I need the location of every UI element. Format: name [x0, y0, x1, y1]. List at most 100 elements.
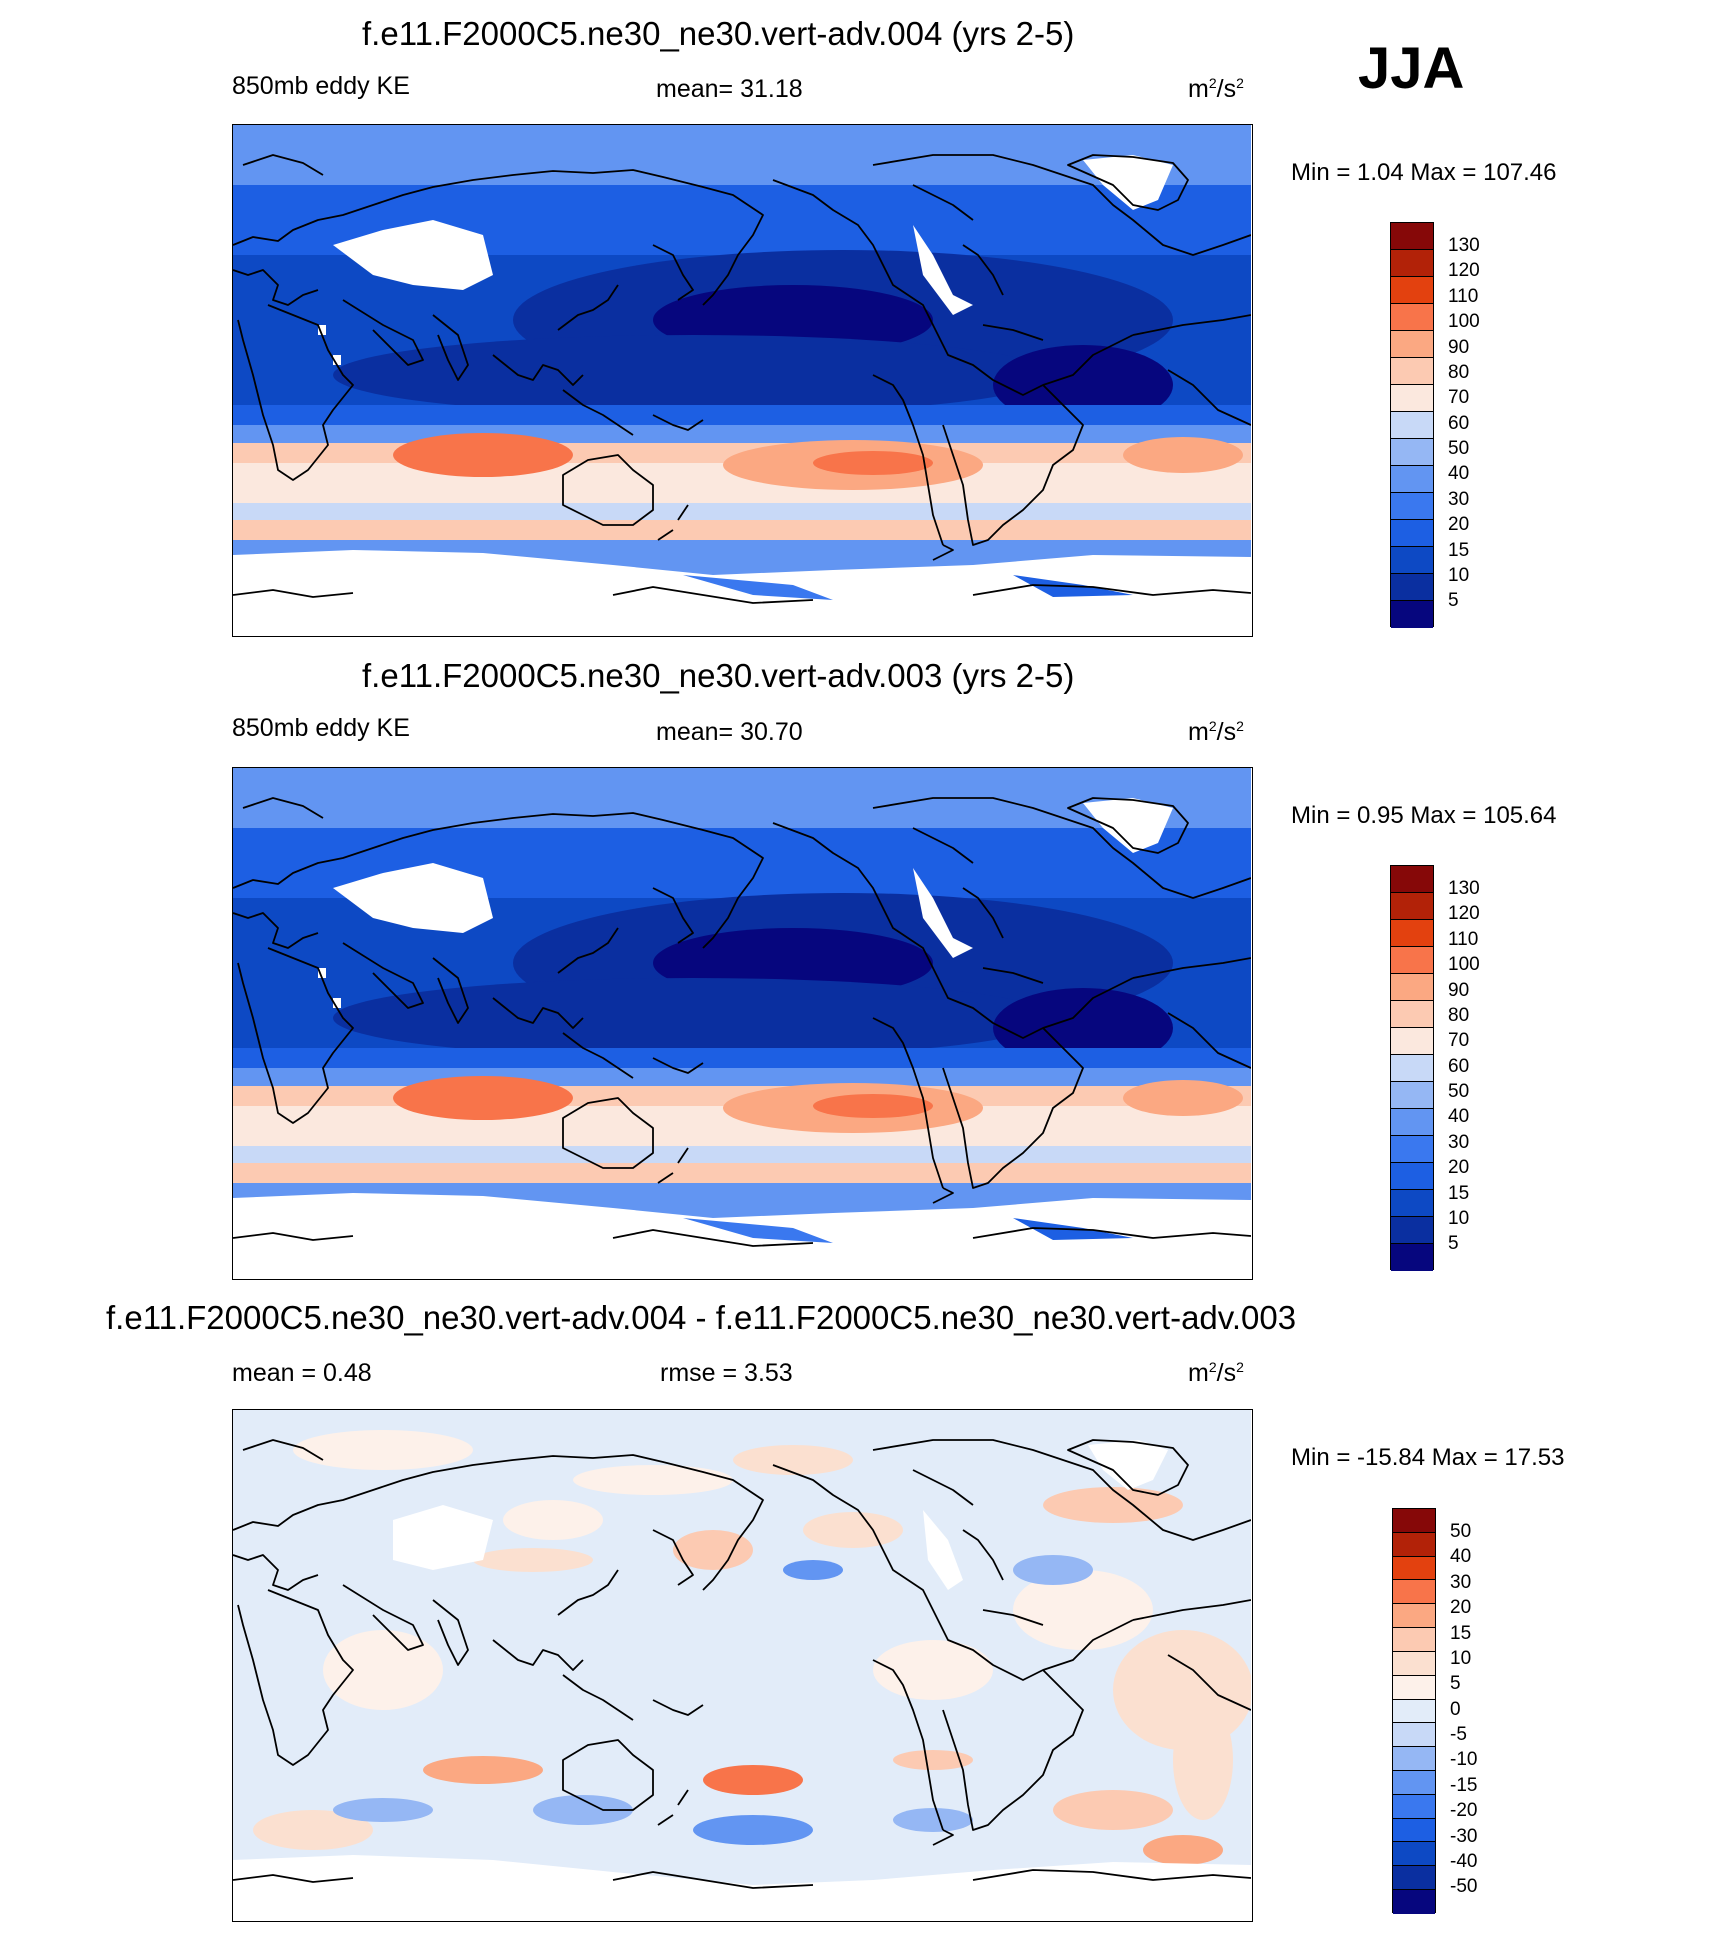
coastline	[233, 1454, 764, 1591]
colorbar-label: -30	[1450, 1825, 1478, 1847]
panel-2-mean-label: mean= 30.70	[656, 718, 803, 746]
colorbar-label: 10	[1448, 565, 1470, 587]
coastline	[657, 1147, 689, 1184]
field-contour	[1123, 437, 1243, 473]
coastline	[233, 812, 764, 949]
colorbar-swatch	[1393, 1890, 1435, 1914]
colorbar-label: 20	[1448, 514, 1470, 536]
coastline	[932, 1187, 954, 1204]
field-contour	[393, 433, 573, 477]
coastline	[652, 414, 704, 431]
colorbar-swatch	[1391, 574, 1433, 601]
coastline	[912, 1469, 974, 1506]
colorbar-swatch	[1393, 1818, 1435, 1843]
panel-3-min-max: Min = -15.84 Max = 17.53	[1291, 1444, 1565, 1471]
coastline	[772, 1464, 1134, 1681]
field-contour	[333, 978, 1053, 1058]
panel-3-units: m2/s2	[1188, 1359, 1244, 1387]
colorbar-swatch	[1391, 893, 1433, 920]
field-contour	[393, 1076, 573, 1120]
field-contour	[893, 1808, 973, 1832]
field-band	[233, 405, 1251, 427]
field-contour	[323, 1630, 443, 1710]
colorbar-label: -10	[1450, 1749, 1478, 1771]
missing-data-mask	[233, 550, 1251, 635]
coastline	[1067, 1439, 1189, 1496]
panel-1-map	[232, 124, 1253, 637]
colorbar-swatch	[1391, 304, 1433, 331]
colorbar-swatch	[1391, 358, 1433, 385]
colorbar-swatch	[1393, 1723, 1435, 1748]
coastline	[562, 1674, 634, 1721]
colorbar-swatch	[1391, 1190, 1433, 1217]
colorbar-label: 15	[1450, 1622, 1472, 1644]
colorbar-swatch	[1391, 331, 1433, 358]
colorbar-swatch	[1391, 439, 1433, 466]
colorbar-label: 10	[1450, 1647, 1472, 1669]
panel-2-units: m2/s2	[1188, 718, 1244, 746]
panel-1-units: m2/s2	[1188, 75, 1244, 103]
colorbar-label: 5	[1448, 590, 1459, 612]
colorbar-swatch	[1393, 1604, 1435, 1629]
coastline	[233, 1874, 354, 1883]
missing-data-mask	[923, 1510, 963, 1590]
colorbar-swatch	[1391, 1055, 1433, 1082]
colorbar-swatch	[1391, 466, 1433, 493]
coastline	[972, 584, 1251, 596]
coastline	[233, 269, 319, 306]
missing-data-mask	[333, 863, 493, 933]
colorbar-label: 110	[1448, 928, 1479, 950]
field-contour	[783, 1560, 843, 1580]
colorbar-label: 10	[1448, 1208, 1470, 1230]
colorbar-label: 15	[1448, 1182, 1470, 1204]
field-contour	[1043, 1487, 1183, 1523]
coastline	[562, 1739, 654, 1811]
panel-2-colorbar	[1390, 865, 1434, 1271]
colorbar-label: -20	[1450, 1800, 1478, 1822]
colorbar-swatch	[1391, 1028, 1433, 1055]
colorbar-swatch	[1391, 1136, 1433, 1163]
coastline	[233, 912, 319, 949]
field-contour	[1053, 1790, 1173, 1830]
coastline	[962, 887, 1004, 939]
coastline	[652, 244, 694, 301]
field-contour	[333, 335, 1053, 415]
colorbar-swatch	[1391, 520, 1433, 547]
colorbar-swatch	[1393, 1675, 1435, 1700]
field-contour	[253, 1810, 373, 1850]
coastline	[562, 454, 654, 526]
colorbar-label: 30	[1450, 1571, 1472, 1593]
field-contour	[673, 1530, 753, 1570]
coastline	[652, 887, 694, 944]
colorbar-swatch	[1391, 1163, 1433, 1190]
colorbar-label: 20	[1448, 1157, 1470, 1179]
coastline	[237, 947, 354, 1124]
coastline	[1067, 154, 1189, 211]
colorbar-label: 100	[1448, 954, 1480, 976]
field-contour	[803, 1512, 903, 1548]
colorbar-swatch	[1391, 974, 1433, 1001]
field-contour	[1013, 1555, 1093, 1585]
coastline	[962, 1529, 1004, 1581]
colorbar-swatch	[1391, 250, 1433, 277]
colorbar-swatch	[1391, 1082, 1433, 1109]
colorbar-swatch	[1391, 277, 1433, 304]
colorbar-label: 130	[1448, 234, 1480, 256]
colorbar-swatch	[1393, 1842, 1435, 1867]
field-contour	[693, 1815, 813, 1845]
field-contour	[1143, 1835, 1223, 1865]
coastline	[982, 967, 1044, 984]
coastline	[557, 284, 619, 331]
coastline	[657, 1789, 689, 1826]
coastline	[942, 1669, 1084, 1831]
colorbar-swatch	[1391, 385, 1433, 412]
colorbar-label: 60	[1448, 412, 1470, 434]
coastline	[652, 1699, 704, 1716]
missing-data-mask	[393, 1505, 493, 1570]
colorbar-label: 110	[1448, 285, 1479, 307]
field-contour	[683, 575, 833, 600]
colorbar-label: 5	[1448, 1233, 1459, 1255]
colorbar-label: -50	[1450, 1876, 1478, 1898]
colorbar-label: 60	[1448, 1055, 1470, 1077]
coastline	[432, 957, 469, 1024]
